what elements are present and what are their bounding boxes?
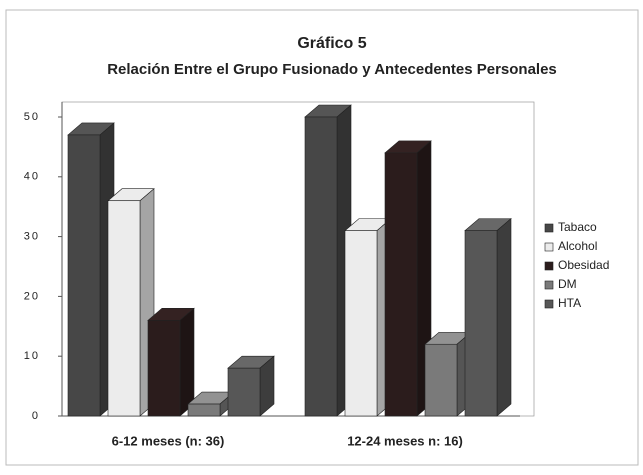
legend-swatch — [544, 242, 554, 252]
bar — [187, 403, 221, 417]
bar — [464, 230, 498, 417]
bar — [304, 116, 338, 417]
bar — [227, 367, 261, 417]
legend-swatch — [544, 223, 554, 233]
legend-swatch — [544, 261, 554, 271]
bar — [107, 200, 141, 417]
y-tick-label: 0 — [32, 410, 40, 422]
bar — [344, 230, 378, 417]
x-tick-label: 12-24 meses n: 16) — [347, 433, 463, 448]
bar — [67, 134, 101, 417]
chart-title: Gráfico 5 — [297, 35, 366, 52]
y-tick-label: 40 — [24, 171, 40, 183]
y-tick-label: 30 — [24, 231, 40, 243]
legend-label: Tabaco — [558, 220, 597, 234]
y-tick-label: 50 — [24, 111, 40, 123]
legend-label: DM — [558, 277, 577, 291]
y-tick-label: 20 — [24, 290, 40, 302]
legend-label: Alcohol — [558, 239, 597, 253]
bar — [147, 320, 181, 417]
legend-swatch — [544, 280, 554, 290]
legend-label: HTA — [558, 296, 581, 310]
bar — [424, 343, 458, 417]
legend-label: Obesidad — [558, 258, 609, 272]
y-tick-label: 10 — [24, 350, 40, 362]
bar-side — [496, 217, 512, 417]
bar — [384, 152, 418, 417]
chart-subtitle: Relación Entre el Grupo Fusionado y Ante… — [107, 61, 557, 78]
bar-side — [179, 307, 195, 417]
x-tick-label: 6-12 meses (n: 36) — [112, 433, 225, 448]
legend-swatch — [544, 299, 554, 309]
